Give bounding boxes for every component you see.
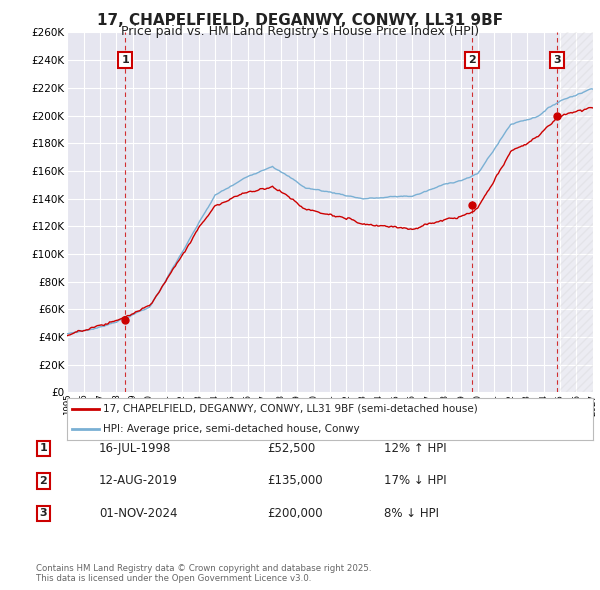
Text: 12-AUG-2019: 12-AUG-2019 bbox=[99, 474, 178, 487]
Text: Price paid vs. HM Land Registry's House Price Index (HPI): Price paid vs. HM Land Registry's House … bbox=[121, 25, 479, 38]
Text: 17% ↓ HPI: 17% ↓ HPI bbox=[384, 474, 446, 487]
Text: £135,000: £135,000 bbox=[267, 474, 323, 487]
Text: 12% ↑ HPI: 12% ↑ HPI bbox=[384, 442, 446, 455]
Text: £52,500: £52,500 bbox=[267, 442, 315, 455]
Text: 01-NOV-2024: 01-NOV-2024 bbox=[99, 507, 178, 520]
Text: 3: 3 bbox=[554, 55, 561, 65]
Text: HPI: Average price, semi-detached house, Conwy: HPI: Average price, semi-detached house,… bbox=[103, 424, 359, 434]
Text: 3: 3 bbox=[40, 509, 47, 518]
Bar bbox=[560, 32, 593, 392]
Text: 2: 2 bbox=[468, 55, 475, 65]
Text: 2: 2 bbox=[40, 476, 47, 486]
Text: £200,000: £200,000 bbox=[267, 507, 323, 520]
Text: 17, CHAPELFIELD, DEGANWY, CONWY, LL31 9BF: 17, CHAPELFIELD, DEGANWY, CONWY, LL31 9B… bbox=[97, 13, 503, 28]
Text: 1: 1 bbox=[121, 55, 129, 65]
Text: 17, CHAPELFIELD, DEGANWY, CONWY, LL31 9BF (semi-detached house): 17, CHAPELFIELD, DEGANWY, CONWY, LL31 9B… bbox=[103, 404, 478, 414]
Text: Contains HM Land Registry data © Crown copyright and database right 2025.
This d: Contains HM Land Registry data © Crown c… bbox=[36, 563, 371, 583]
Text: 1: 1 bbox=[40, 444, 47, 453]
Text: 8% ↓ HPI: 8% ↓ HPI bbox=[384, 507, 439, 520]
Text: 16-JUL-1998: 16-JUL-1998 bbox=[99, 442, 172, 455]
